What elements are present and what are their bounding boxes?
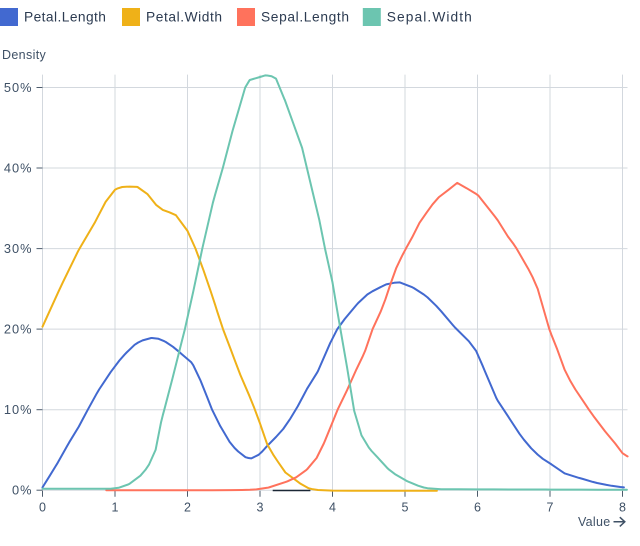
svg-text:8: 8 — [619, 501, 626, 515]
svg-text:20%: 20% — [4, 321, 33, 336]
svg-text:4: 4 — [329, 501, 336, 515]
svg-text:0%: 0% — [12, 483, 33, 498]
svg-text:Sepal.Width: Sepal.Width — [387, 10, 473, 25]
svg-text:40%: 40% — [4, 160, 33, 175]
svg-text:Petal.Width: Petal.Width — [146, 10, 223, 25]
svg-text:2: 2 — [184, 501, 191, 515]
svg-text:Petal.Length: Petal.Length — [24, 10, 106, 25]
svg-text:Sepal.Length: Sepal.Length — [261, 10, 350, 25]
svg-text:Value: Value — [578, 515, 611, 529]
svg-text:6: 6 — [474, 501, 481, 515]
svg-text:Density: Density — [2, 48, 47, 62]
svg-text:7: 7 — [547, 501, 554, 515]
svg-text:0: 0 — [39, 501, 46, 515]
svg-text:3: 3 — [257, 501, 264, 515]
svg-text:5: 5 — [402, 501, 409, 515]
svg-text:30%: 30% — [4, 241, 33, 256]
svg-text:10%: 10% — [4, 402, 33, 417]
svg-text:1: 1 — [112, 501, 119, 515]
svg-text:50%: 50% — [4, 80, 33, 95]
